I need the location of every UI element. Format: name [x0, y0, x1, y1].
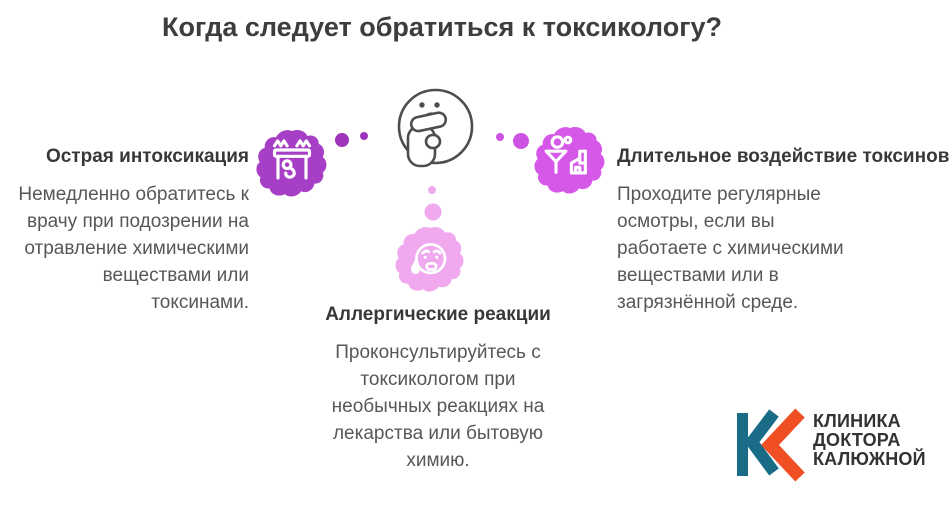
blob-allergic	[395, 226, 464, 292]
logo-line: КЛИНИКА	[813, 411, 901, 431]
connector-dot	[360, 132, 368, 140]
hand-on-chin	[406, 111, 448, 168]
page-title: Когда следует обратиться к токсикологу?	[162, 12, 722, 42]
connector-dot	[496, 133, 504, 141]
section-chronic: Длительное воздействие токсинов Проходит…	[617, 146, 950, 316]
section-acute: Острая интоксикация Немедленно обратитес…	[0, 146, 249, 316]
section-allergic: Аллергические реакции Проконсультируйтес…	[292, 304, 584, 474]
section-chronic-body: Проходите регулярные осмотры, если вы ра…	[617, 184, 844, 313]
clinic-logo-text: КЛИНИКА ДОКТОРА КАЛЮЖНОЙ	[813, 411, 926, 469]
connector-dot	[428, 186, 436, 194]
connector-dot	[335, 133, 349, 147]
clinic-logo: КЛИНИКА ДОКТОРА КАЛЮЖНОЙ	[737, 408, 926, 482]
section-chronic-heading: Длительное воздействие токсинов	[617, 146, 950, 167]
logo-line: ДОКТОРА	[813, 430, 901, 450]
section-allergic-heading: Аллергические реакции	[325, 304, 551, 325]
section-acute-heading: Острая интоксикация	[45, 146, 249, 167]
section-acute-body: Немедленно обратитесь к врачу при подозр…	[18, 184, 249, 313]
poisoning-table-icon	[256, 129, 327, 197]
factory-pollution-icon	[534, 126, 605, 194]
thinking-face-icon	[397, 88, 474, 168]
kk-monogram-icon	[737, 408, 805, 482]
connector-dot	[513, 133, 529, 149]
sick-face-icon	[395, 226, 464, 292]
logo-line: КАЛЮЖНОЙ	[813, 449, 926, 469]
section-allergic-body: Проконсультируйтесь с токсикологом при н…	[331, 342, 545, 471]
connector-dot	[424, 203, 442, 221]
